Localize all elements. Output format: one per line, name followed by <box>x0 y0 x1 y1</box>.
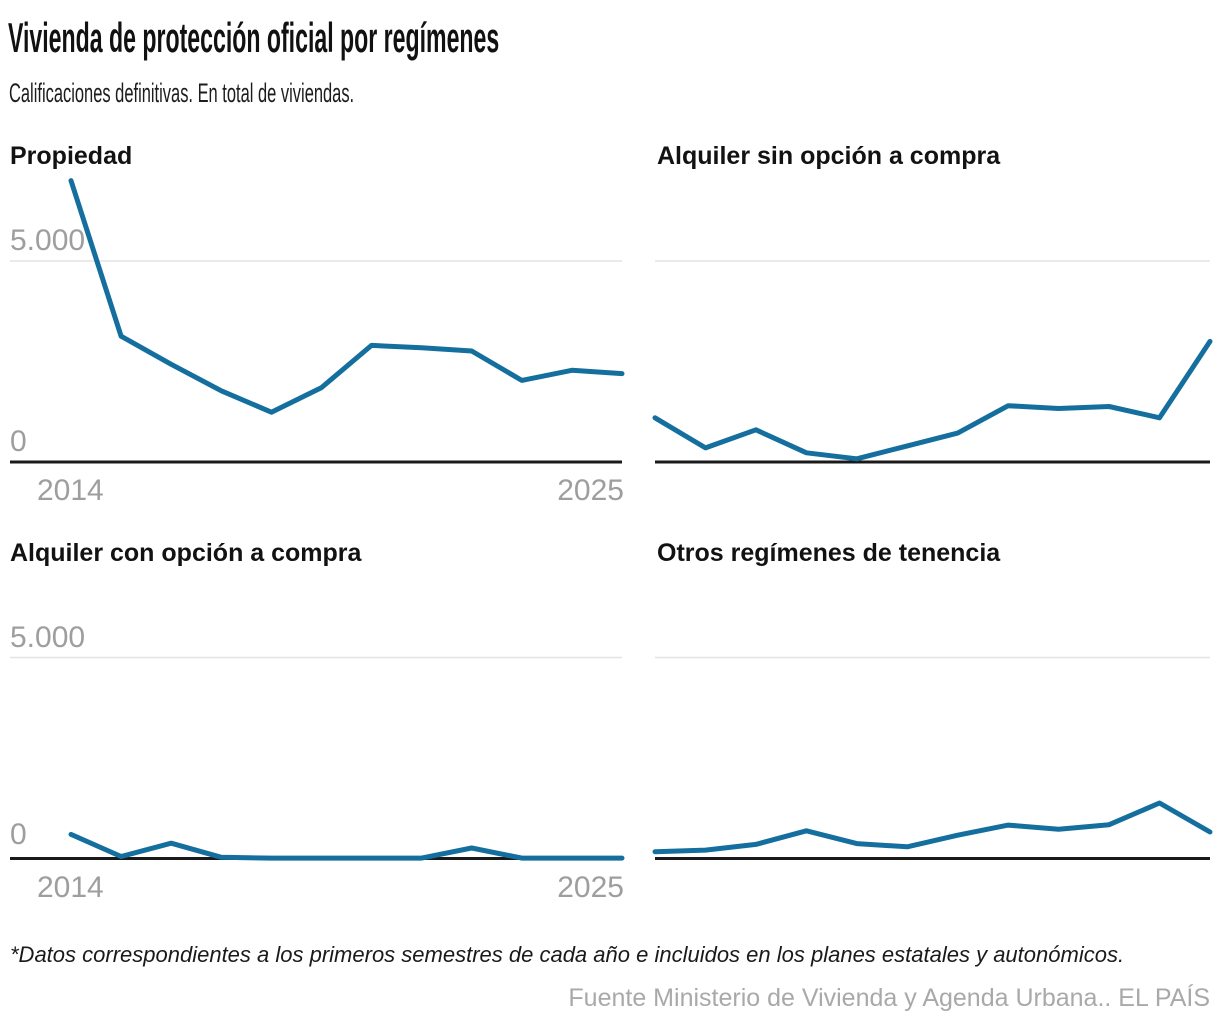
source-attribution: Fuente Ministerio de Vivienda y Agenda U… <box>568 984 1210 1012</box>
y-axis-label-5000-bottom-left: 5.000 <box>10 621 86 654</box>
footnote: *Datos correspondientes a los primeros s… <box>10 942 1125 967</box>
chart-canvas-propiedad <box>10 178 625 464</box>
chart-canvas-alquiler-sin-opcion <box>652 260 1213 464</box>
data-line <box>652 800 1213 855</box>
y-axis-label-0-bottom-left: 0 <box>10 818 27 851</box>
x-axis-label-2014-top-left: 2014 <box>37 474 104 507</box>
page-subtitle: Calificaciones definitivas. En total de … <box>9 78 355 108</box>
x-axis-label-2025-bottom-left: 2025 <box>557 871 624 904</box>
panel-title-otros-regimenes: Otros regímenes de tenencia <box>657 539 1001 567</box>
y-axis-label-5000-top-left: 5.000 <box>10 224 86 257</box>
panel-title-propiedad: Propiedad <box>10 142 133 170</box>
panel-title-alquiler-sin-opcion: Alquiler sin opción a compra <box>657 142 1001 170</box>
y-axis-label-0-top-left: 0 <box>10 425 27 458</box>
data-line <box>68 178 625 415</box>
x-axis-label-2014-bottom-left: 2014 <box>37 871 104 904</box>
x-axis-label-2025-top-left: 2025 <box>557 474 624 507</box>
panel-title-alquiler-con-opcion: Alquiler con opción a compra <box>10 539 362 567</box>
page-title: Vivienda de protección oficial por regím… <box>8 14 500 61</box>
chart-canvas-alquiler-con-opcion <box>10 656 625 861</box>
chart-canvas-otros-regimenes <box>652 656 1213 860</box>
data-line <box>652 338 1213 462</box>
data-line <box>68 831 625 861</box>
